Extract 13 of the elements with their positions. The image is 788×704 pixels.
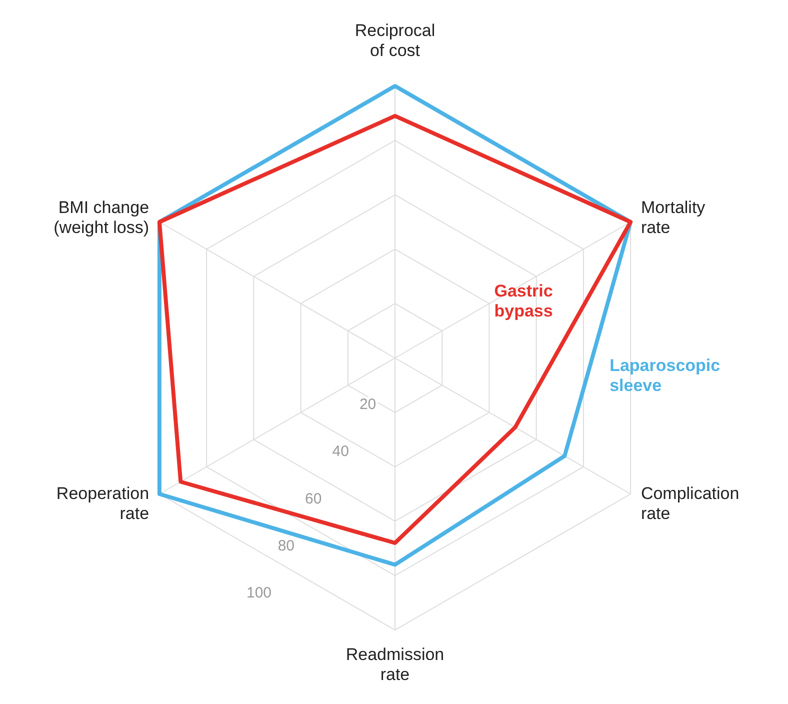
- y-tick-label: 80: [278, 537, 295, 554]
- spoke-label: Complication rate: [640, 484, 740, 523]
- spoke-label: Reoperation rate: [56, 484, 150, 523]
- spoke-label: Mortality rate: [640, 198, 706, 237]
- y-tick-label: 60: [305, 490, 322, 508]
- spoke-label: Readmission rate: [346, 645, 444, 684]
- y-tick-label: 100: [246, 584, 272, 602]
- y-tick-label: 40: [332, 443, 349, 460]
- series-label: Gastric bypass: [494, 282, 553, 321]
- series-label: Laparoscopic sleeve: [610, 356, 720, 395]
- spoke-label: Reciprocal of cost: [354, 21, 436, 60]
- y-tick-label: 20: [359, 396, 376, 414]
- spoke-label: BMI change (weight loss): [54, 198, 150, 237]
